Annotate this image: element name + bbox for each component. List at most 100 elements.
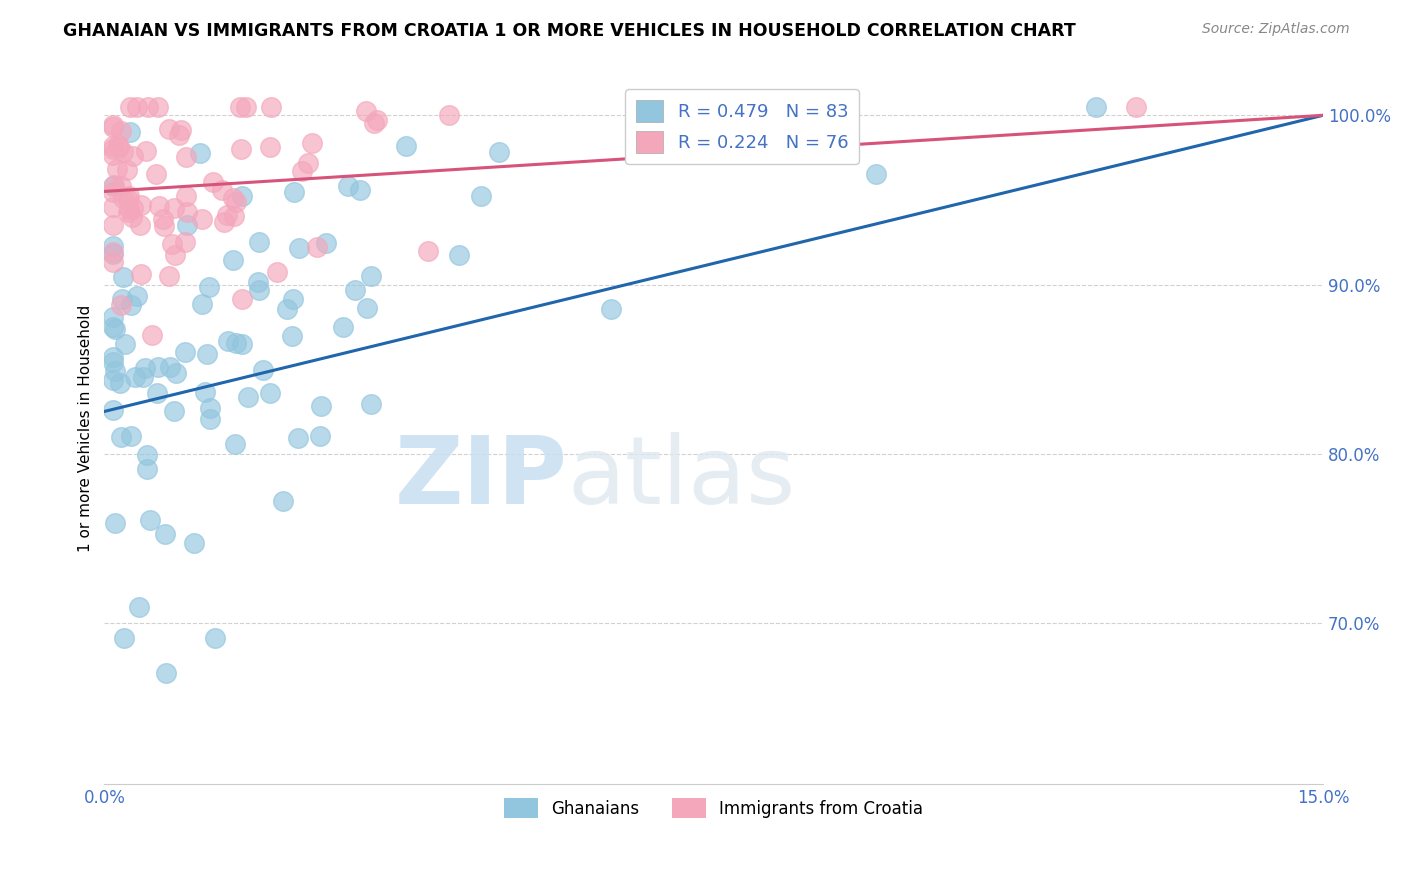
Text: atlas: atlas	[568, 432, 796, 524]
Point	[101, 355, 124, 369]
Point	[259, 100, 281, 114]
Point	[101, 239, 124, 253]
Point	[118, 202, 141, 217]
Point	[138, 512, 160, 526]
Point	[108, 376, 131, 390]
Point	[194, 385, 217, 400]
Point	[120, 429, 142, 443]
Point	[112, 632, 135, 646]
Point	[101, 310, 124, 324]
Point	[231, 292, 253, 306]
Point	[470, 189, 492, 203]
Point	[176, 218, 198, 232]
Point	[297, 156, 319, 170]
Point	[202, 175, 225, 189]
Point	[366, 113, 388, 128]
Point	[246, 275, 269, 289]
Point	[271, 493, 294, 508]
Point	[103, 178, 125, 192]
Point	[200, 401, 222, 415]
Point	[118, 189, 141, 203]
Point	[191, 212, 214, 227]
Point	[114, 337, 136, 351]
Point	[395, 139, 418, 153]
Point	[101, 148, 124, 162]
Point	[198, 280, 221, 294]
Point	[865, 167, 887, 181]
Point	[308, 429, 330, 443]
Point	[107, 138, 129, 153]
Point	[167, 128, 190, 143]
Point	[101, 185, 124, 199]
Point	[188, 146, 211, 161]
Text: Source: ZipAtlas.com: Source: ZipAtlas.com	[1202, 22, 1350, 37]
Point	[152, 212, 174, 227]
Text: GHANAIAN VS IMMIGRANTS FROM CROATIA 1 OR MORE VEHICLES IN HOUSEHOLD CORRELATION : GHANAIAN VS IMMIGRANTS FROM CROATIA 1 OR…	[63, 22, 1076, 40]
Point	[160, 236, 183, 251]
Point	[198, 412, 221, 426]
Point	[108, 140, 131, 154]
Point	[122, 148, 145, 162]
Point	[204, 631, 226, 645]
Point	[229, 143, 252, 157]
Point	[356, 301, 378, 316]
Point	[112, 270, 135, 285]
Point	[217, 208, 239, 222]
Point	[165, 366, 187, 380]
Point	[148, 100, 170, 114]
Point	[101, 246, 124, 260]
Point	[128, 218, 150, 232]
Point	[291, 164, 314, 178]
Point	[163, 404, 186, 418]
Point	[122, 201, 145, 215]
Point	[437, 108, 460, 122]
Point	[360, 269, 382, 284]
Text: ZIP: ZIP	[395, 432, 568, 524]
Point	[101, 218, 124, 232]
Point	[148, 359, 170, 374]
Point	[132, 370, 155, 384]
Point	[363, 116, 385, 130]
Point	[101, 120, 124, 135]
Point	[259, 386, 281, 401]
Point	[229, 100, 252, 114]
Point	[600, 302, 623, 317]
Point	[135, 462, 157, 476]
Point	[247, 284, 270, 298]
Point	[449, 248, 471, 262]
Point	[101, 142, 124, 156]
Point	[120, 297, 142, 311]
Point	[110, 178, 132, 193]
Point	[117, 204, 139, 219]
Point	[174, 188, 197, 202]
Point	[101, 372, 124, 386]
Point	[1125, 100, 1147, 114]
Point	[174, 235, 197, 250]
Point	[120, 125, 142, 139]
Point	[136, 448, 159, 462]
Point	[212, 215, 235, 229]
Point	[224, 437, 246, 451]
Point	[121, 211, 143, 225]
Point	[141, 327, 163, 342]
Point	[115, 163, 138, 178]
Point	[145, 168, 167, 182]
Point	[191, 297, 214, 311]
Point	[120, 100, 142, 114]
Point	[111, 292, 134, 306]
Point	[195, 347, 218, 361]
Point	[110, 123, 132, 137]
Point	[159, 360, 181, 375]
Point	[281, 328, 304, 343]
Point	[231, 337, 253, 351]
Point	[281, 292, 304, 306]
Point	[127, 289, 149, 303]
Point	[146, 386, 169, 401]
Point	[112, 145, 135, 159]
Point	[111, 191, 134, 205]
Point	[152, 219, 174, 234]
Point	[238, 390, 260, 404]
Point	[136, 100, 159, 114]
Point	[222, 191, 245, 205]
Y-axis label: 1 or more Vehicles in Household: 1 or more Vehicles in Household	[79, 305, 93, 552]
